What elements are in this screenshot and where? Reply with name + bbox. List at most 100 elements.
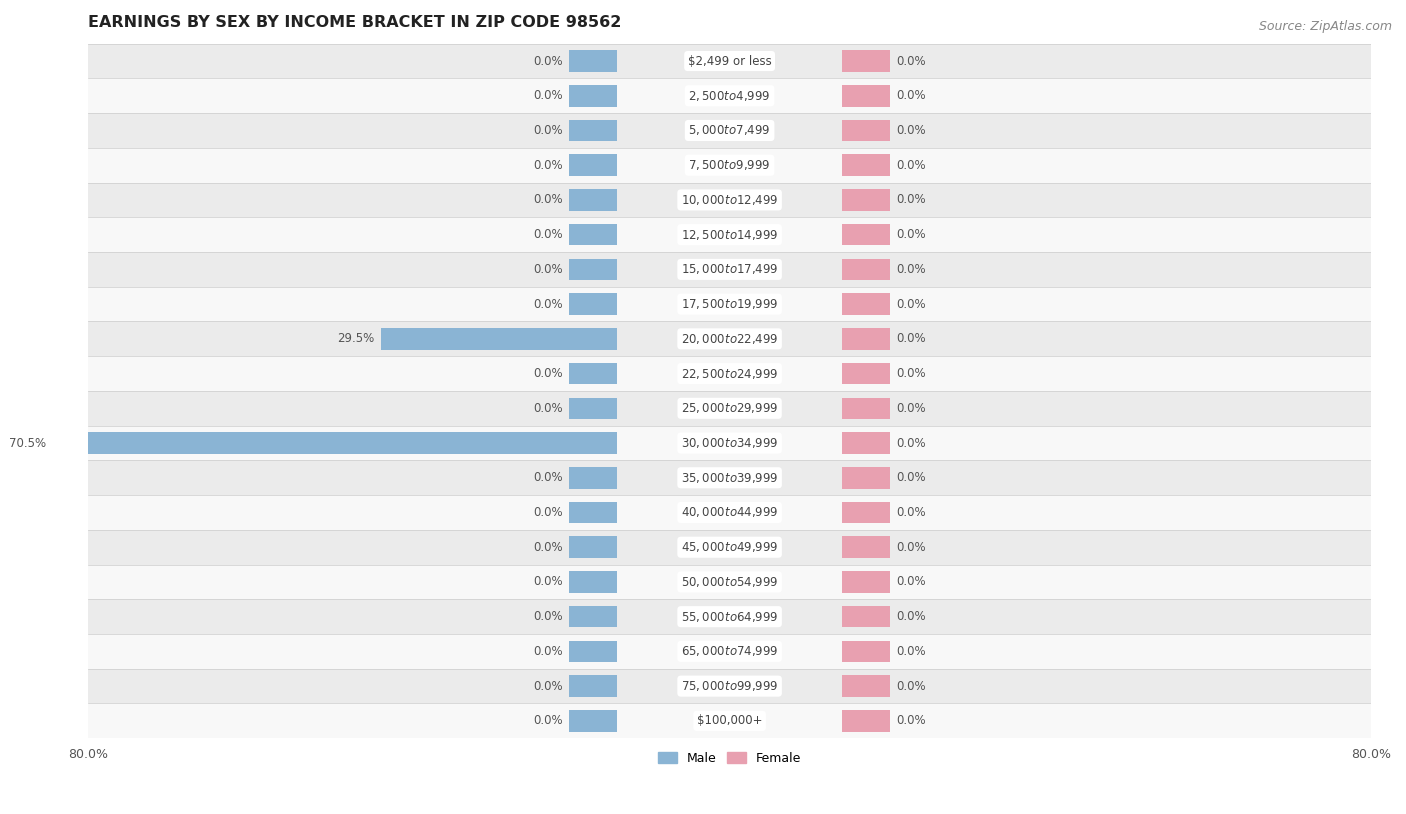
Text: 0.0%: 0.0% — [897, 194, 927, 207]
Bar — [569, 676, 617, 697]
Text: 0.0%: 0.0% — [533, 645, 562, 658]
Bar — [381, 328, 617, 350]
Bar — [52, 432, 617, 453]
Text: 0.0%: 0.0% — [897, 402, 927, 415]
Text: $20,000 to $22,499: $20,000 to $22,499 — [681, 332, 779, 346]
Text: 0.0%: 0.0% — [897, 367, 927, 380]
Text: $5,000 to $7,499: $5,000 to $7,499 — [689, 124, 770, 138]
Bar — [842, 293, 890, 315]
Bar — [842, 641, 890, 662]
Text: 0.0%: 0.0% — [897, 540, 927, 554]
Bar — [842, 328, 890, 350]
Text: $17,500 to $19,999: $17,500 to $19,999 — [681, 297, 779, 311]
Bar — [569, 50, 617, 72]
Text: $35,000 to $39,999: $35,000 to $39,999 — [681, 470, 779, 485]
Text: 0.0%: 0.0% — [897, 55, 927, 68]
Text: 0.0%: 0.0% — [897, 124, 927, 137]
Text: 0.0%: 0.0% — [897, 332, 927, 345]
Bar — [89, 391, 1371, 426]
Text: 0.0%: 0.0% — [897, 506, 927, 519]
Bar — [569, 536, 617, 558]
Bar — [569, 259, 617, 280]
Bar — [89, 217, 1371, 252]
Bar — [89, 669, 1371, 703]
Text: 0.0%: 0.0% — [897, 298, 927, 311]
Bar — [89, 252, 1371, 287]
Text: 0.0%: 0.0% — [533, 610, 562, 624]
Text: 0.0%: 0.0% — [533, 159, 562, 172]
Text: $22,500 to $24,999: $22,500 to $24,999 — [681, 366, 779, 381]
Text: 0.0%: 0.0% — [533, 506, 562, 519]
Bar — [842, 571, 890, 593]
Text: 0.0%: 0.0% — [533, 471, 562, 484]
Text: $40,000 to $44,999: $40,000 to $44,999 — [681, 505, 779, 519]
Text: $12,500 to $14,999: $12,500 to $14,999 — [681, 228, 779, 242]
Bar — [89, 113, 1371, 148]
Text: 0.0%: 0.0% — [897, 645, 927, 658]
Text: 0.0%: 0.0% — [533, 540, 562, 554]
Text: $10,000 to $12,499: $10,000 to $12,499 — [681, 193, 779, 207]
Bar — [89, 599, 1371, 634]
Text: 0.0%: 0.0% — [533, 228, 562, 241]
Text: $75,000 to $99,999: $75,000 to $99,999 — [681, 679, 779, 694]
Text: $15,000 to $17,499: $15,000 to $17,499 — [681, 262, 779, 277]
Bar — [842, 224, 890, 246]
Text: 0.0%: 0.0% — [533, 715, 562, 728]
Text: 0.0%: 0.0% — [897, 471, 927, 484]
Bar — [569, 710, 617, 732]
Text: 0.0%: 0.0% — [533, 402, 562, 415]
Text: 0.0%: 0.0% — [533, 298, 562, 311]
Text: $2,500 to $4,999: $2,500 to $4,999 — [689, 89, 770, 103]
Bar — [842, 85, 890, 107]
Text: 0.0%: 0.0% — [897, 610, 927, 624]
Bar — [842, 397, 890, 419]
Text: 0.0%: 0.0% — [533, 90, 562, 103]
Text: 70.5%: 70.5% — [8, 436, 46, 449]
Text: 0.0%: 0.0% — [533, 680, 562, 693]
Text: $30,000 to $34,999: $30,000 to $34,999 — [681, 436, 779, 450]
Bar — [89, 530, 1371, 565]
Bar — [842, 259, 890, 280]
Bar — [569, 120, 617, 142]
Bar — [89, 78, 1371, 113]
Bar — [842, 501, 890, 523]
Bar — [842, 432, 890, 453]
Bar — [89, 148, 1371, 182]
Bar — [842, 155, 890, 176]
Bar — [569, 641, 617, 662]
Bar — [89, 287, 1371, 322]
Bar — [569, 155, 617, 176]
Bar — [842, 676, 890, 697]
Bar — [569, 363, 617, 384]
Bar — [842, 50, 890, 72]
Bar — [569, 293, 617, 315]
Text: 0.0%: 0.0% — [533, 194, 562, 207]
Bar — [569, 571, 617, 593]
Text: 0.0%: 0.0% — [533, 124, 562, 137]
Bar — [89, 565, 1371, 599]
Text: $65,000 to $74,999: $65,000 to $74,999 — [681, 645, 779, 659]
Text: 0.0%: 0.0% — [533, 55, 562, 68]
Bar — [89, 322, 1371, 357]
Bar — [842, 363, 890, 384]
Bar — [89, 182, 1371, 217]
Bar — [569, 501, 617, 523]
Text: 0.0%: 0.0% — [897, 575, 927, 589]
Bar — [89, 44, 1371, 78]
Text: 0.0%: 0.0% — [897, 159, 927, 172]
Text: 0.0%: 0.0% — [897, 90, 927, 103]
Bar — [89, 703, 1371, 738]
Bar — [842, 536, 890, 558]
Bar — [569, 224, 617, 246]
Text: 0.0%: 0.0% — [897, 263, 927, 276]
Bar — [569, 467, 617, 488]
Bar — [89, 634, 1371, 669]
Text: 0.0%: 0.0% — [533, 367, 562, 380]
Text: EARNINGS BY SEX BY INCOME BRACKET IN ZIP CODE 98562: EARNINGS BY SEX BY INCOME BRACKET IN ZIP… — [89, 15, 621, 30]
Text: $55,000 to $64,999: $55,000 to $64,999 — [681, 610, 779, 624]
Text: 0.0%: 0.0% — [897, 715, 927, 728]
Bar — [569, 606, 617, 628]
Text: $100,000+: $100,000+ — [697, 715, 762, 728]
Text: 29.5%: 29.5% — [337, 332, 374, 345]
Bar — [842, 120, 890, 142]
